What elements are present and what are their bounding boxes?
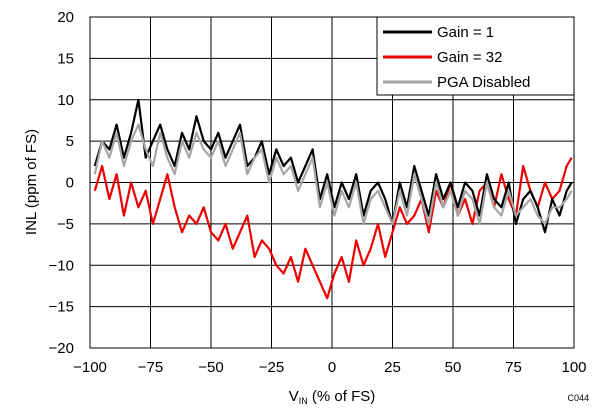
y-tick-label-0: −20 (49, 340, 74, 357)
legend-label-2: PGA Disabled (437, 74, 530, 91)
y-tick-label-4: 0 (66, 175, 74, 192)
x-tick-label-7: 75 (505, 359, 522, 376)
x-axis-label-subscript: IN (299, 396, 308, 406)
plot-frame (89, 16, 575, 349)
legend: Gain = 1 Gain = 32 PGA Disabled (376, 16, 575, 96)
x-tick-label-0: −100 (73, 359, 107, 376)
x-axis-label-tail: (% of FS) (308, 388, 376, 405)
x-tick-label-2: −50 (198, 359, 223, 376)
y-axis-label: INL (ppm of FS) (23, 129, 40, 235)
y-tick-label-2: −10 (49, 257, 74, 274)
series-line-1 (93, 157, 573, 300)
y-tick-label-5: 5 (66, 133, 74, 150)
tick-labels: −100 −75 −50 −25 0 25 50 75 100−20−15−10−5051015… (49, 9, 587, 376)
figure-code: C044 (567, 393, 589, 403)
y-tick-label-6: 10 (57, 92, 74, 109)
x-tick-label-3: −25 (259, 359, 284, 376)
x-axis-label-main: V (289, 388, 299, 405)
series-layer (93, 98, 573, 300)
series-line-0 (93, 98, 573, 234)
x-tick-label-6: 50 (445, 359, 462, 376)
series-line-2 (93, 123, 573, 225)
y-tick-label-1: −15 (49, 299, 74, 316)
x-tick-label-4: 0 (328, 359, 336, 376)
y-tick-label-3: −5 (57, 216, 74, 233)
x-axis-label: VIN (% of FS) (289, 388, 376, 406)
x-tick-label-8: 100 (561, 359, 586, 376)
x-tick-label-5: 25 (384, 359, 401, 376)
x-tick-label-1: −75 (138, 359, 163, 376)
legend-label-1: Gain = 32 (437, 49, 502, 66)
y-tick-label-8: 20 (57, 9, 74, 26)
legend-label-0: Gain = 1 (437, 24, 494, 41)
y-tick-label-7: 15 (57, 50, 74, 67)
